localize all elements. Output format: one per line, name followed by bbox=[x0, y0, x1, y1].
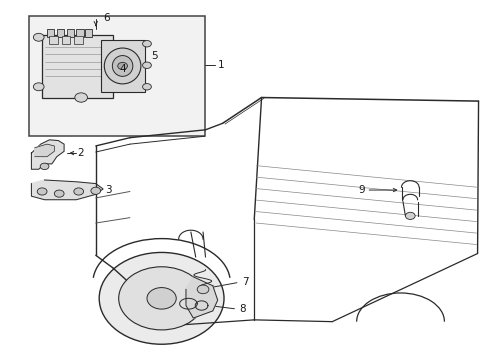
Text: 2: 2 bbox=[78, 148, 84, 158]
Bar bbox=[29, 16, 204, 136]
Circle shape bbox=[147, 288, 176, 309]
Circle shape bbox=[119, 267, 204, 330]
Text: 1: 1 bbox=[217, 60, 224, 70]
Bar bbox=[42, 35, 113, 98]
Ellipse shape bbox=[104, 48, 141, 84]
Circle shape bbox=[405, 212, 414, 220]
Text: 3: 3 bbox=[105, 185, 112, 195]
Ellipse shape bbox=[112, 55, 133, 76]
Circle shape bbox=[99, 252, 224, 344]
Circle shape bbox=[118, 62, 127, 69]
Circle shape bbox=[142, 62, 151, 68]
Bar bbox=[57, 29, 64, 37]
Text: 5: 5 bbox=[151, 50, 157, 60]
Text: 6: 6 bbox=[103, 13, 109, 23]
Circle shape bbox=[197, 285, 208, 294]
Circle shape bbox=[37, 188, 47, 195]
Circle shape bbox=[54, 190, 64, 197]
Bar bbox=[101, 40, 144, 92]
Bar bbox=[74, 36, 82, 44]
Text: 4: 4 bbox=[119, 64, 125, 74]
Bar bbox=[66, 29, 74, 37]
Bar bbox=[49, 36, 58, 44]
Circle shape bbox=[40, 163, 49, 170]
Circle shape bbox=[91, 187, 101, 194]
Bar bbox=[84, 29, 92, 37]
Text: 8: 8 bbox=[239, 304, 246, 314]
Bar bbox=[47, 29, 54, 37]
Circle shape bbox=[75, 93, 87, 102]
Circle shape bbox=[33, 83, 44, 91]
Text: 7: 7 bbox=[242, 277, 248, 287]
Circle shape bbox=[142, 84, 151, 90]
Bar bbox=[76, 29, 83, 37]
Circle shape bbox=[33, 33, 44, 41]
Polygon shape bbox=[185, 277, 217, 318]
Text: 9: 9 bbox=[358, 185, 365, 195]
Polygon shape bbox=[35, 144, 54, 157]
Bar bbox=[61, 36, 70, 44]
Circle shape bbox=[74, 188, 83, 195]
Circle shape bbox=[142, 41, 151, 47]
Polygon shape bbox=[31, 180, 103, 200]
Polygon shape bbox=[31, 140, 64, 169]
